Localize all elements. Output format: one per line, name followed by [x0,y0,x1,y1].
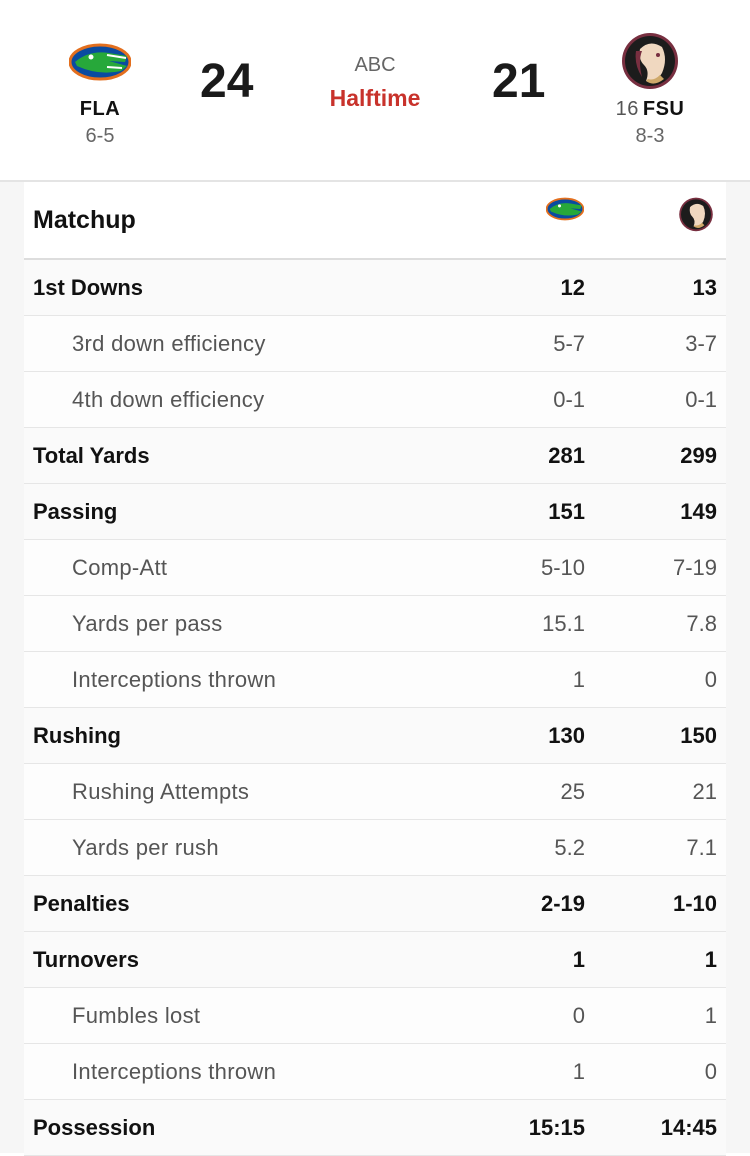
stat-away-value: 13 [692,274,717,300]
away-team-name: 16 FSU [580,98,720,121]
stat-row: 4th down efficiency 0-1 0-1 [24,372,726,428]
stat-row: Fumbles lost 0 1 [24,988,726,1044]
game-status: ABC Halftime [300,54,450,112]
seminole-logo-icon [580,30,720,94]
stat-away-value: 1-10 [672,890,717,916]
stat-row: Yards per pass 15.1 7.8 [24,596,726,652]
stat-row: Interceptions thrown 1 0 [24,1044,726,1100]
away-team[interactable]: 16 FSU 8-3 [580,30,720,148]
stat-away-value: 7.8 [686,610,717,636]
stat-away-value: 299 [680,442,717,468]
stat-label: Turnovers [33,946,139,972]
seminole-logo-icon [678,196,714,239]
stat-home-value: 12 [560,274,585,300]
stat-label: Comp-Att [72,554,168,580]
stat-label: Total Yards [33,442,150,468]
stat-away-value: 149 [680,498,717,524]
stat-away-value: 14:45 [660,1114,717,1140]
matchup-panel: Matchup 1st Downs 12 13 3rd down efficiency… [0,180,750,1156]
stat-label: 3rd down efficiency [72,330,266,356]
stat-away-value: 0 [704,1058,717,1084]
stat-home-value: 0-1 [553,386,585,412]
stat-row: Penalties 2-19 1-10 [24,876,726,932]
matchup-title: Matchup [33,205,136,234]
stat-label: Penalties [33,890,130,916]
stat-home-value: 1 [572,666,585,692]
stat-away-value: 3-7 [685,330,717,356]
stat-home-value: 0 [572,1002,585,1028]
away-score: 21 [492,55,546,108]
stat-away-value: 7.1 [686,834,717,860]
stat-home-value: 5.2 [554,834,585,860]
stat-label: Yards per pass [72,610,223,636]
broadcast-network: ABC [354,54,396,76]
away-team-rank: 16 [615,98,639,120]
stat-row: Rushing 130 150 [24,708,726,764]
stat-label: Interceptions thrown [72,666,277,692]
stat-label: Rushing [33,722,121,748]
stat-away-value: 1 [704,946,717,972]
matchup-header: Matchup [24,182,726,260]
scoreboard: FLA 6-5 24 ABC Halftime 21 16 FSU 8-3 [0,0,750,180]
stat-home-value: 151 [548,498,585,524]
stat-row: Passing 151 149 [24,484,726,540]
stat-label: 1st Downs [33,274,144,300]
stat-away-value: 1 [704,1002,717,1028]
stat-row: Comp-Att 5-10 7-19 [24,540,726,596]
stat-label: Passing [33,498,118,524]
stat-away-value: 21 [692,778,717,804]
stat-label: Fumbles lost [72,1002,201,1028]
stat-home-value: 5-10 [540,554,585,580]
stat-row: Possession 15:15 14:45 [24,1100,726,1156]
stat-home-value: 5-7 [553,330,585,356]
stat-home-value: 1 [572,946,585,972]
stat-row: Turnovers 1 1 [24,932,726,988]
stat-home-value: 130 [548,722,585,748]
game-period: Halftime [329,85,421,111]
stat-home-value: 15:15 [528,1114,585,1140]
stat-row: Total Yards 281 299 [24,428,726,484]
matchup-card: Matchup 1st Downs 12 13 3rd down efficiency… [24,182,726,1156]
stat-away-value: 0 [704,666,717,692]
home-team-record: 6-5 [85,125,115,147]
stat-label: Possession [33,1114,156,1140]
stat-row: 1st Downs 12 13 [24,260,726,316]
stat-row: Interceptions thrown 1 0 [24,652,726,708]
stat-label: 4th down efficiency [72,386,265,412]
stat-away-value: 150 [680,722,717,748]
home-team-abbr: FLA [79,98,121,120]
stat-label: Interceptions thrown [72,1058,277,1084]
stat-away-value: 7-19 [672,554,717,580]
home-team[interactable]: FLA 6-5 [30,30,170,148]
stat-home-value: 281 [548,442,585,468]
away-team-abbr: FSU [642,98,685,120]
stat-away-value: 0-1 [685,386,717,412]
stat-rows: 1st Downs 12 13 3rd down efficiency 5-7 3-7 4t… [24,260,726,1156]
away-team-record: 8-3 [635,125,665,147]
gator-logo-icon [545,196,585,227]
stat-row: 3rd down efficiency 5-7 3-7 [24,316,726,372]
home-score: 24 [200,55,254,108]
stat-home-value: 2-19 [540,890,585,916]
stat-row: Rushing Attempts 25 21 [24,764,726,820]
stat-home-value: 25 [560,778,585,804]
stat-home-value: 15.1 [542,610,585,636]
gator-logo-icon [30,30,170,94]
stat-label: Yards per rush [72,834,219,860]
stat-label: Rushing Attempts [72,778,250,804]
stat-home-value: 1 [572,1058,585,1084]
stat-row: Yards per rush 5.2 7.1 [24,820,726,876]
